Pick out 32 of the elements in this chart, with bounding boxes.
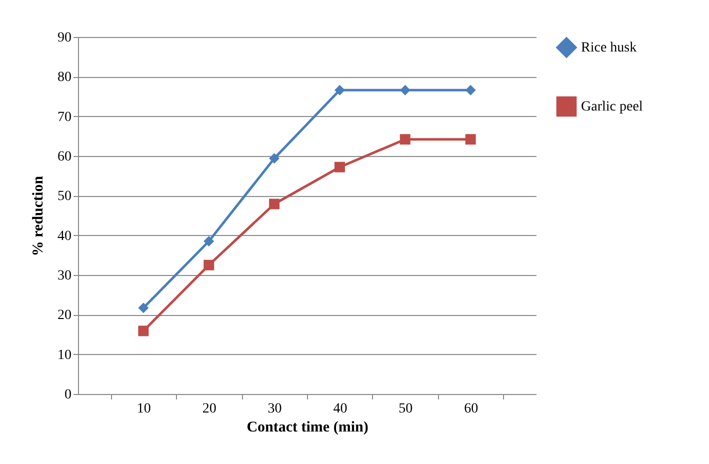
y-tick-label: 30 [58,268,72,284]
point [269,198,280,210]
x-tick-label: 20 [202,402,216,416]
x-tick-label: 30 [268,402,282,416]
y-tick-label: 60 [58,150,72,164]
x-tick-label: 50 [398,402,413,416]
point [204,236,214,247]
point [400,84,410,96]
point [334,162,345,172]
x-tick-label: 10 [136,402,151,416]
point [334,84,345,96]
y-tick-label: 50 [58,189,72,204]
point [138,302,149,314]
point [400,134,410,145]
legend-label: Garlic peel [581,100,643,114]
point [269,153,280,164]
y-axis-title: % reduction [30,175,46,256]
point [204,260,214,270]
x-tick-label: 40 [333,402,348,416]
y-tick-label: 90 [58,30,72,46]
point [138,326,149,336]
x-tick-label: 60 [464,402,478,416]
y-tick-label: 40 [58,228,72,244]
y-tick-label: 80 [58,70,72,86]
x-axis-title: Contact time (min) [246,420,368,436]
y-tick-label: 20 [58,308,72,324]
point [465,84,476,96]
y-tick-label: 10 [58,348,72,363]
y-tick-label: 70 [58,110,72,125]
legend-label: Rice husk [581,40,637,56]
point [465,134,476,145]
y-tick-label: 0 [64,388,72,402]
